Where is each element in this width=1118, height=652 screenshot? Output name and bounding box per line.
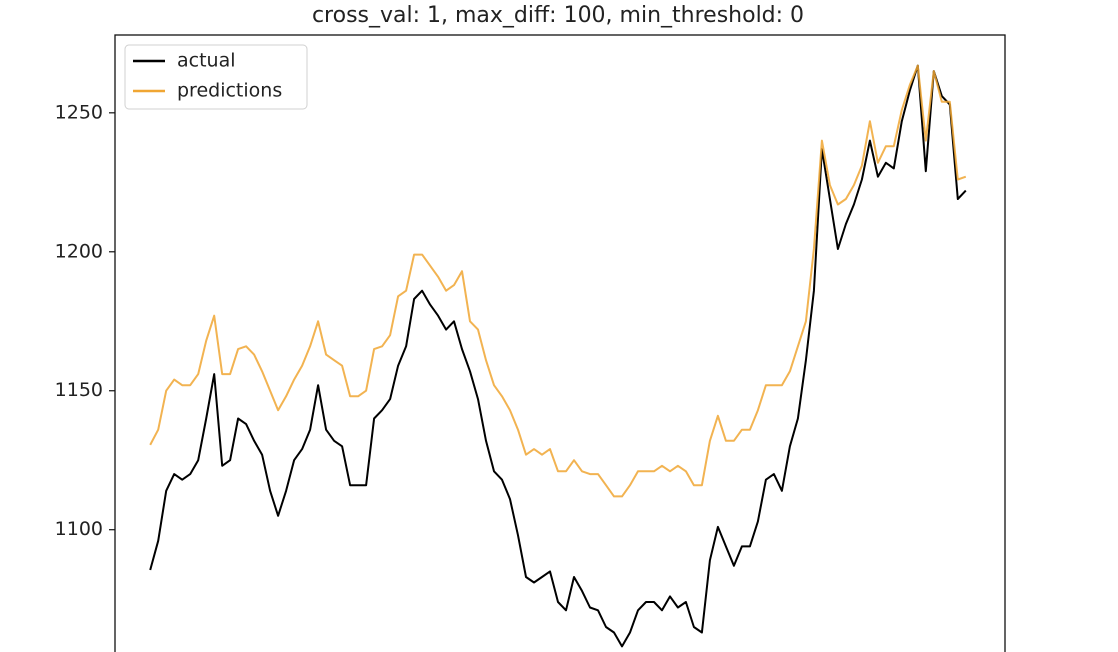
line-series	[149, 64, 967, 498]
legend-label: actual	[177, 50, 236, 72]
line-series	[149, 64, 967, 648]
y-tick-label: 1100	[55, 518, 103, 540]
y-tick-label: 1150	[55, 379, 103, 401]
axes-frame	[114, 34, 1006, 652]
legend-label: predictions	[177, 80, 282, 102]
y-tick-label: 1200	[55, 240, 103, 262]
chart-title: cross_val: 1, max_diff: 100, min_thresho…	[312, 3, 804, 28]
legend-box	[124, 44, 308, 110]
y-tick-label: 1250	[55, 101, 103, 123]
